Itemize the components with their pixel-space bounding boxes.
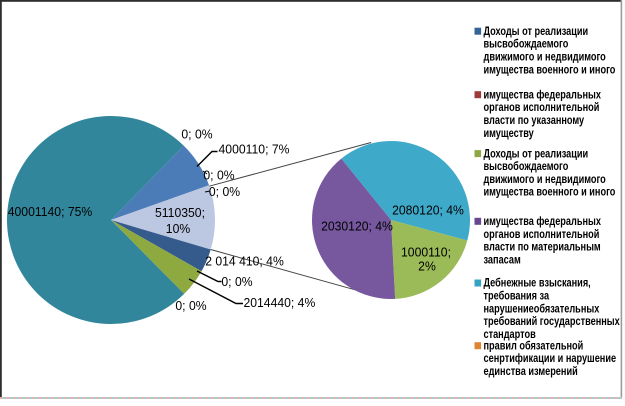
svg-text:1000110;: 1000110; [401, 245, 451, 259]
svg-text:4000110; 7%: 4000110; 7% [219, 142, 290, 156]
svg-text:10%: 10% [166, 221, 190, 235]
svg-text:0; 0%: 0; 0% [221, 274, 252, 288]
svg-text:Дебнежные взыскания,требования: Дебнежные взыскания, требования за нарушен… [483, 277, 619, 342]
svg-text:2080120; 4%: 2080120; 4% [392, 203, 464, 217]
svg-text:40001140; 75%: 40001140; 75% [8, 204, 92, 218]
svg-text:2014440; 4%: 2014440; 4% [243, 296, 315, 310]
svg-text:2 014 410; 4%: 2 014 410; 4% [205, 254, 284, 268]
svg-text:0; 0%: 0; 0% [209, 185, 240, 199]
svg-text:5110350;: 5110350; [155, 205, 205, 219]
svg-text:0; 0%: 0; 0% [203, 168, 234, 182]
svg-text:0; 0%: 0; 0% [181, 127, 212, 141]
svg-text:0; 0%: 0; 0% [175, 298, 206, 312]
svg-text:2%: 2% [418, 259, 436, 273]
svg-text:2030120; 4%: 2030120; 4% [321, 219, 393, 233]
